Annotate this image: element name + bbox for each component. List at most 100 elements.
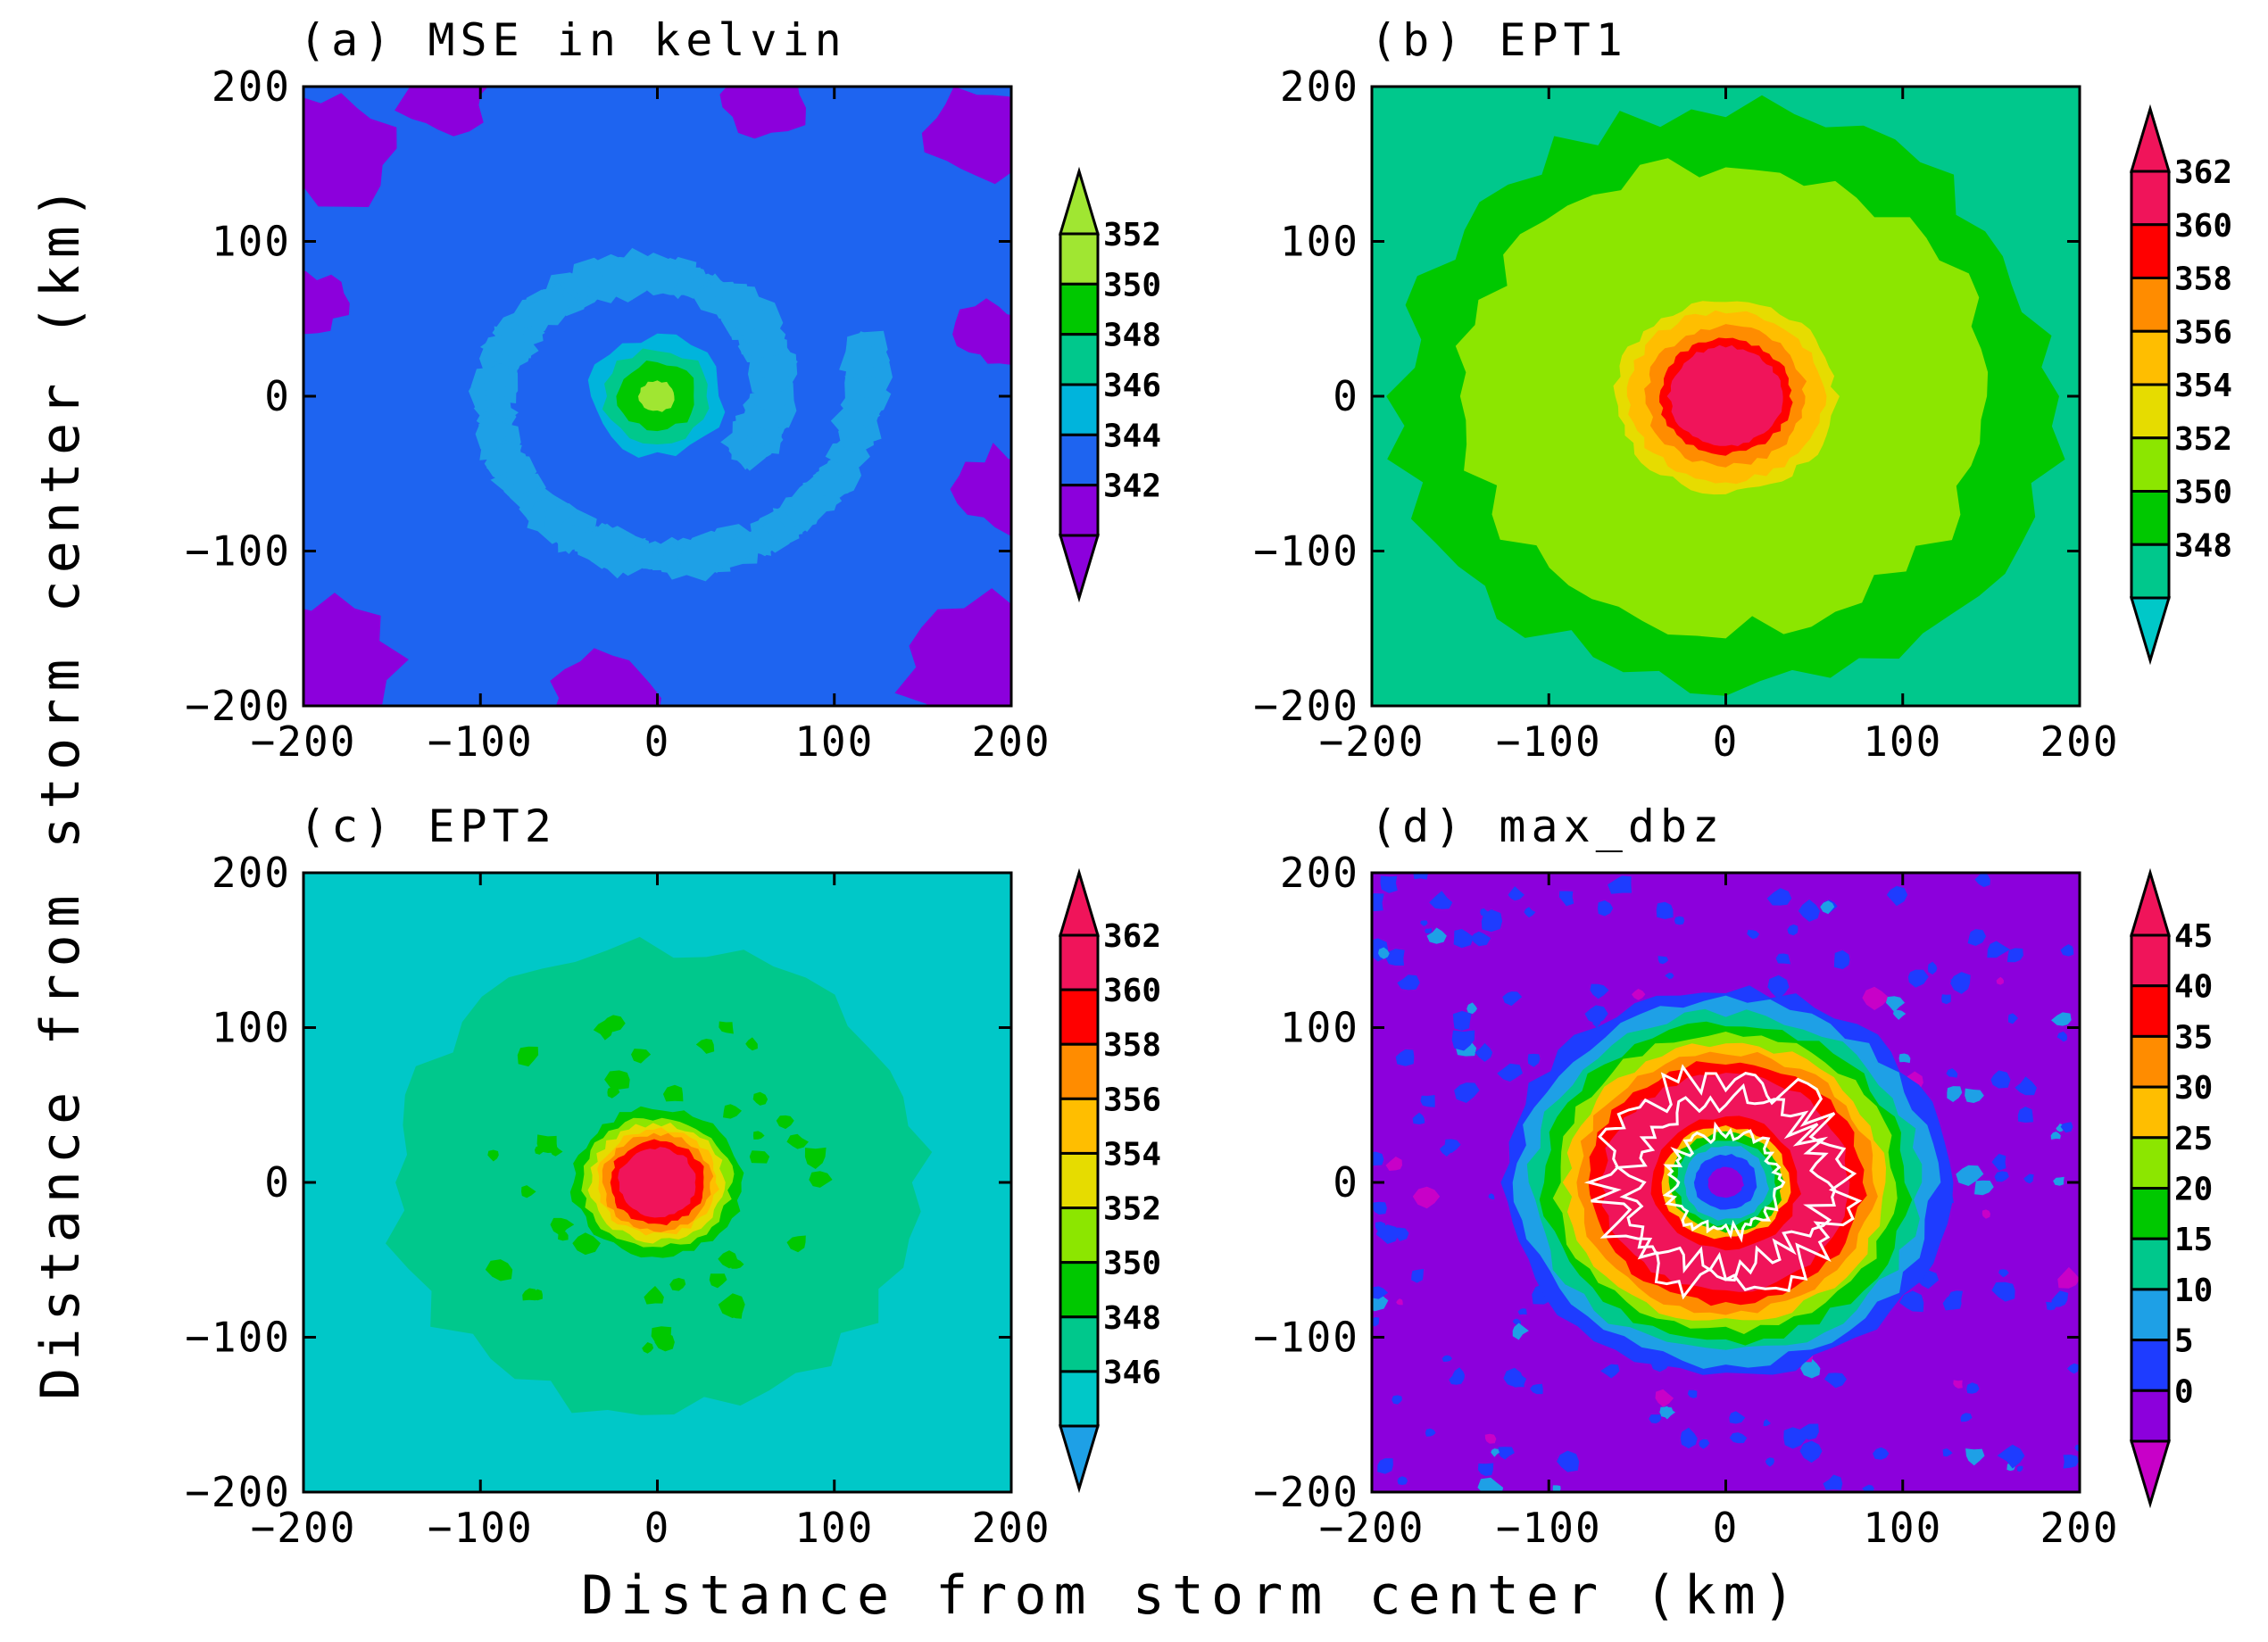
panel-a: (a) MSE in kelvin −200 −100 0 100 200 200 100 0… bbox=[185, 14, 1161, 766]
colorbar-segment bbox=[2130, 933, 2171, 988]
streak-cell bbox=[718, 1250, 737, 1269]
y-tick-label: 200 bbox=[212, 849, 291, 897]
speckle bbox=[1981, 1209, 1990, 1219]
speckle bbox=[2006, 948, 2023, 963]
speckle bbox=[1584, 1005, 1608, 1024]
speckle bbox=[1657, 956, 1669, 965]
colorbar-label: 350 bbox=[1103, 1246, 1161, 1282]
speckle bbox=[1412, 1112, 1425, 1124]
plot-a-area bbox=[303, 87, 1011, 706]
colorbar-segment bbox=[2130, 277, 2171, 333]
speckle bbox=[1444, 1139, 1461, 1154]
speckle bbox=[2057, 1266, 2080, 1289]
streak-cell bbox=[572, 1232, 601, 1256]
speckle bbox=[2067, 1363, 2079, 1374]
colorbar-label: 346 bbox=[1103, 368, 1161, 404]
colorbar-segment bbox=[2130, 1136, 2171, 1190]
speckle bbox=[1477, 1463, 1494, 1477]
y-tick-label: −100 bbox=[1253, 527, 1359, 576]
speckle bbox=[1372, 1201, 1387, 1215]
speckle bbox=[1965, 1088, 1984, 1103]
speckle bbox=[1512, 1323, 1529, 1340]
edge-patch bbox=[921, 87, 1011, 185]
speckle bbox=[2053, 1176, 2064, 1186]
streak-cell bbox=[644, 1286, 664, 1305]
speckle bbox=[1899, 1290, 1924, 1313]
panel-b-title: (b) EPT1 bbox=[1370, 14, 1628, 66]
colorbar-label: 354 bbox=[1103, 1136, 1161, 1173]
speckle bbox=[1974, 873, 1990, 888]
speckle bbox=[1600, 1364, 1620, 1379]
speckle bbox=[1873, 1447, 1890, 1460]
speckle bbox=[1942, 1448, 1953, 1457]
colorbar-label: 350 bbox=[1103, 267, 1161, 303]
speckle bbox=[1649, 1414, 1662, 1424]
speckle bbox=[2051, 1012, 2072, 1026]
y-tick-label: 100 bbox=[212, 1004, 291, 1052]
speckle bbox=[1441, 1355, 1452, 1362]
colorbar-top-arrow bbox=[2129, 104, 2172, 173]
colorbar-segment bbox=[2130, 1389, 2171, 1443]
speckle bbox=[1946, 1068, 1958, 1078]
streak-cell bbox=[723, 1104, 742, 1119]
speckle bbox=[2023, 1173, 2034, 1184]
speckle bbox=[1990, 1070, 2011, 1089]
speckle bbox=[1385, 1157, 1402, 1171]
streak-cell bbox=[604, 1070, 630, 1090]
speckle bbox=[1372, 1151, 1384, 1166]
colorbar-segment bbox=[2130, 543, 2171, 600]
streak-cell bbox=[809, 1171, 833, 1188]
y-tick-label: −100 bbox=[1253, 1314, 1359, 1362]
speckle bbox=[1942, 1294, 1962, 1311]
speckle bbox=[2017, 1107, 2033, 1123]
colorbar-segment bbox=[1059, 383, 1100, 436]
colorbar-segment bbox=[1059, 1370, 1100, 1428]
speckle bbox=[1659, 1406, 1676, 1420]
x-tick-label: 100 bbox=[794, 1504, 874, 1552]
colorbar-label: 344 bbox=[1103, 418, 1161, 454]
panel-c: (c) EPT2 −200 −100 0 100 200 200 100 0 −100−200 … bbox=[185, 800, 1161, 1552]
speckle bbox=[1475, 1042, 1493, 1062]
streak-cell bbox=[669, 1277, 686, 1291]
speckle bbox=[1892, 1009, 1907, 1020]
speckle bbox=[1991, 1281, 2015, 1302]
colorbar-segment bbox=[1059, 1097, 1100, 1155]
x-tick-label: 200 bbox=[2040, 1504, 2119, 1552]
speckle bbox=[1372, 1286, 1389, 1299]
level-362 bbox=[618, 1147, 696, 1218]
colorbar-label: 5 bbox=[2174, 1323, 2194, 1360]
streak-cell bbox=[745, 1037, 758, 1051]
streak-cell bbox=[631, 1049, 652, 1064]
speckle bbox=[1449, 1372, 1464, 1385]
colorbar-label: 346 bbox=[1103, 1355, 1161, 1391]
y-tick-label: −100 bbox=[185, 527, 291, 576]
speckle bbox=[1953, 1380, 1963, 1389]
speckle bbox=[1590, 983, 1609, 999]
colorbar-top-arrow bbox=[1058, 867, 1101, 937]
colorbar-label: 40 bbox=[2174, 969, 2213, 1006]
streak-cell bbox=[776, 1115, 794, 1130]
x-tick-label: −200 bbox=[1319, 717, 1425, 766]
colorbar-label: 15 bbox=[2174, 1222, 2213, 1258]
streak-cell bbox=[786, 1235, 806, 1253]
speckle bbox=[1997, 1444, 2025, 1469]
speckle bbox=[1425, 1428, 1436, 1437]
y-axis-label: Distance from storm center (km) bbox=[29, 179, 92, 1400]
speckle bbox=[1392, 1395, 1402, 1405]
speckle bbox=[2056, 1031, 2068, 1042]
colorbar-segment bbox=[2130, 383, 2171, 440]
y-tick-label: 0 bbox=[264, 1158, 291, 1207]
panel-d-title: (d) max_dbz bbox=[1370, 800, 1724, 852]
colorbar-bottom-arrow bbox=[1058, 1424, 1101, 1494]
colorbar-label: 352 bbox=[1103, 1191, 1161, 1228]
colorbar-segment bbox=[2130, 329, 2171, 386]
colorbar-bottom-arrow bbox=[2129, 1439, 2172, 1509]
streak-cell bbox=[719, 1021, 734, 1034]
speckle bbox=[2060, 1122, 2073, 1133]
plot-c-area bbox=[303, 873, 1011, 1492]
speckle bbox=[1996, 976, 2004, 985]
colorbar-label: 20 bbox=[2174, 1172, 2213, 1208]
speckle bbox=[1885, 996, 1906, 1013]
speckle bbox=[1787, 924, 1799, 936]
streak-cell bbox=[654, 1331, 675, 1352]
